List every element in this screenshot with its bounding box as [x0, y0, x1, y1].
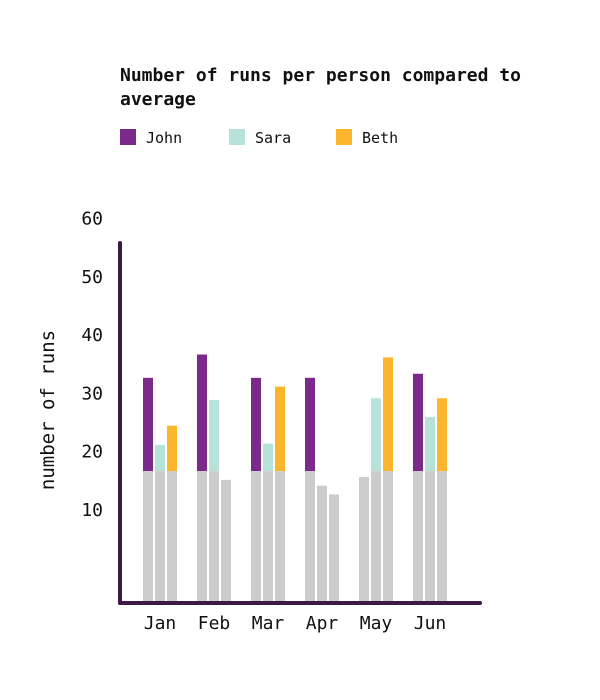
x-tick-feb: Feb	[198, 613, 231, 634]
bar-average-beth-jun	[437, 471, 447, 603]
x-tick-jun: Jun	[414, 613, 447, 634]
bar-above-sara-may	[371, 398, 381, 472]
legend-label-beth: Beth	[362, 129, 399, 147]
y-tick-40: 40	[81, 325, 103, 346]
bar-average-sara-jan	[155, 471, 165, 603]
bar-beth-feb	[221, 479, 231, 603]
bar-average-beth-mar	[275, 471, 285, 603]
bar-average-beth-may	[383, 471, 393, 603]
bar-average-beth-jan	[167, 471, 177, 603]
bar-above-sara-mar	[263, 443, 273, 472]
legend-swatch-beth	[336, 129, 352, 145]
legend-label-sara: Sara	[255, 129, 292, 147]
x-tick-apr: Apr	[306, 613, 339, 634]
bar-beth-apr	[329, 494, 339, 603]
bar-above-sara-jun	[425, 416, 435, 472]
bar-above-sara-jan	[155, 444, 165, 472]
x-tick-mar: Mar	[252, 613, 285, 634]
bar-average-sara-jun	[425, 471, 435, 603]
y-tick-30: 30	[81, 383, 103, 404]
x-tick-jan: Jan	[144, 613, 177, 634]
bar-above-john-jun	[413, 373, 423, 472]
bar-sara-apr	[317, 485, 327, 603]
bar-above-john-feb	[197, 354, 207, 472]
bar-above-sara-feb	[209, 399, 219, 472]
bar-above-beth-may	[383, 357, 393, 472]
bar-average-john-jun	[413, 471, 423, 603]
bar-above-john-jan	[143, 377, 153, 472]
y-tick-50: 50	[81, 267, 103, 288]
bar-above-beth-mar	[275, 386, 285, 472]
bar-above-john-mar	[251, 377, 261, 472]
y-tick-10: 10	[81, 500, 103, 521]
bar-above-beth-jun	[437, 398, 447, 472]
legend-swatch-sara	[229, 129, 245, 145]
y-tick-60: 60	[81, 209, 103, 230]
bar-average-john-apr	[305, 471, 315, 603]
bar-john-may	[359, 476, 369, 603]
legend-label-john: John	[146, 129, 183, 147]
bar-average-john-feb	[197, 471, 207, 603]
bar-average-sara-may	[371, 471, 381, 603]
bar-above-beth-jan	[167, 425, 177, 472]
chart-title: Number of runs per person compared to av…	[120, 65, 521, 110]
legend-swatch-john	[120, 129, 136, 145]
bar-average-john-jan	[143, 471, 153, 603]
bar-average-sara-mar	[263, 471, 273, 603]
bar-average-sara-feb	[209, 471, 219, 603]
x-tick-may: May	[360, 613, 393, 634]
y-tick-20: 20	[81, 442, 103, 463]
bar-above-john-apr	[305, 377, 315, 472]
bar-average-john-mar	[251, 471, 261, 603]
